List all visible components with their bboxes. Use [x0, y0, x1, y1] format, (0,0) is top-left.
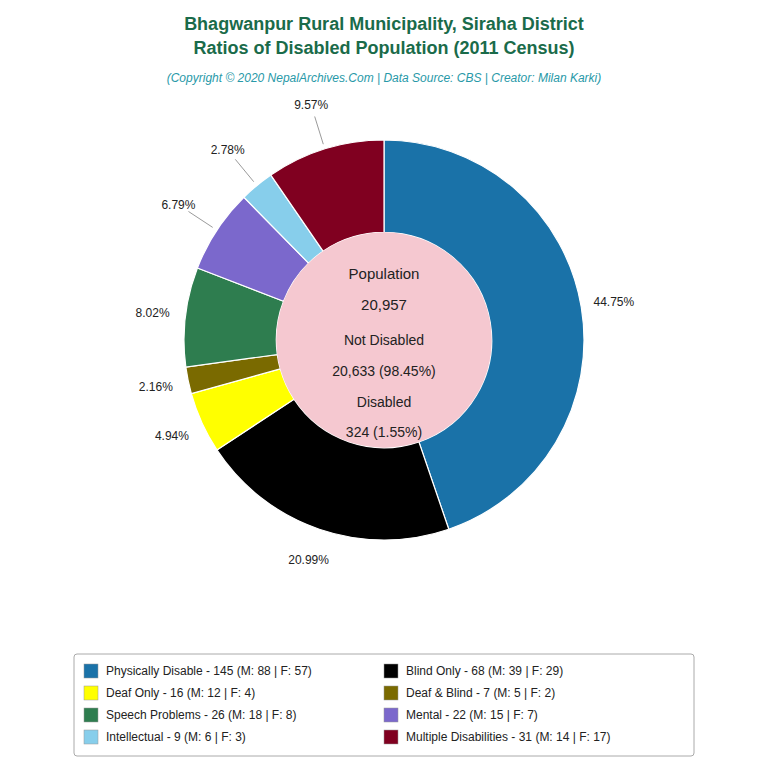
center-circle	[276, 232, 491, 447]
legend-label: Deaf & Blind - 7 (M: 5 | F: 2)	[406, 686, 555, 700]
legend-label: Blind Only - 68 (M: 39 | F: 29)	[406, 664, 563, 678]
data-label: 8.02%	[136, 306, 170, 320]
center-annotation: Not Disabled	[344, 332, 424, 348]
legend-item: Deaf Only - 16 (M: 12 | F: 4)	[84, 686, 255, 700]
donut: Population 20,957 Not Disabled 20,633 (98.4…	[136, 98, 635, 567]
legend-item: Deaf & Blind - 7 (M: 5 | F: 2)	[384, 686, 555, 700]
legend-item: Blind Only - 68 (M: 39 | F: 29)	[384, 664, 563, 678]
legend-swatch	[384, 686, 398, 700]
legend-label: Speech Problems - 26 (M: 18 | F: 8)	[106, 708, 297, 722]
legend-label: Intellectual - 9 (M: 6 | F: 3)	[106, 730, 246, 744]
leader-line	[188, 211, 212, 227]
legend-label: Multiple Disabilities - 31 (M: 14 | F: 1…	[406, 730, 611, 744]
legend: Physically Disable - 145 (M: 88 | F: 57)…	[74, 654, 694, 756]
center-annotation: Disabled	[357, 394, 411, 410]
legend-swatch	[84, 664, 98, 678]
legend-frame	[74, 654, 694, 756]
legend-label: Physically Disable - 145 (M: 88 | F: 57)	[106, 664, 312, 678]
subtitle: (Copyright © 2020 NepalArchives.Com | Da…	[167, 71, 602, 85]
legend-item: Speech Problems - 26 (M: 18 | F: 8)	[84, 708, 297, 722]
legend-swatch	[384, 730, 398, 744]
title: Ratios of Disabled Population (2011 Cens…	[193, 38, 574, 58]
data-label: 4.94%	[155, 429, 189, 443]
center-annotation: 324 (1.55%)	[346, 424, 422, 440]
data-label: 44.75%	[593, 295, 634, 309]
data-label: 6.79%	[161, 198, 195, 212]
legend-item: Mental - 22 (M: 15 | F: 7)	[384, 708, 538, 722]
legend-swatch	[84, 686, 98, 700]
legend-label: Deaf Only - 16 (M: 12 | F: 4)	[106, 686, 255, 700]
legend-swatch	[84, 730, 98, 744]
legend-swatch	[384, 664, 398, 678]
chart: Bhagwanpur Rural Municipality, Siraha Di…	[0, 0, 768, 768]
data-label: 2.16%	[139, 380, 173, 394]
legend-item: Physically Disable - 145 (M: 88 | F: 57)	[84, 664, 312, 678]
legend-item: Multiple Disabilities - 31 (M: 14 | F: 1…	[384, 730, 611, 744]
data-label: 2.78%	[211, 143, 245, 157]
center-annotation: Population	[349, 265, 420, 282]
legend-swatch	[84, 708, 98, 722]
center-annotation: 20,957	[361, 296, 407, 313]
data-label: 20.99%	[288, 553, 329, 567]
legend-swatch	[384, 708, 398, 722]
legend-item: Intellectual - 9 (M: 6 | F: 3)	[84, 730, 246, 744]
data-label: 9.57%	[294, 98, 328, 112]
title: Bhagwanpur Rural Municipality, Siraha Di…	[184, 14, 584, 34]
leader-line	[315, 116, 324, 144]
leader-line	[235, 159, 253, 181]
center-annotation: 20,633 (98.45%)	[332, 363, 436, 379]
legend-label: Mental - 22 (M: 15 | F: 7)	[406, 708, 538, 722]
